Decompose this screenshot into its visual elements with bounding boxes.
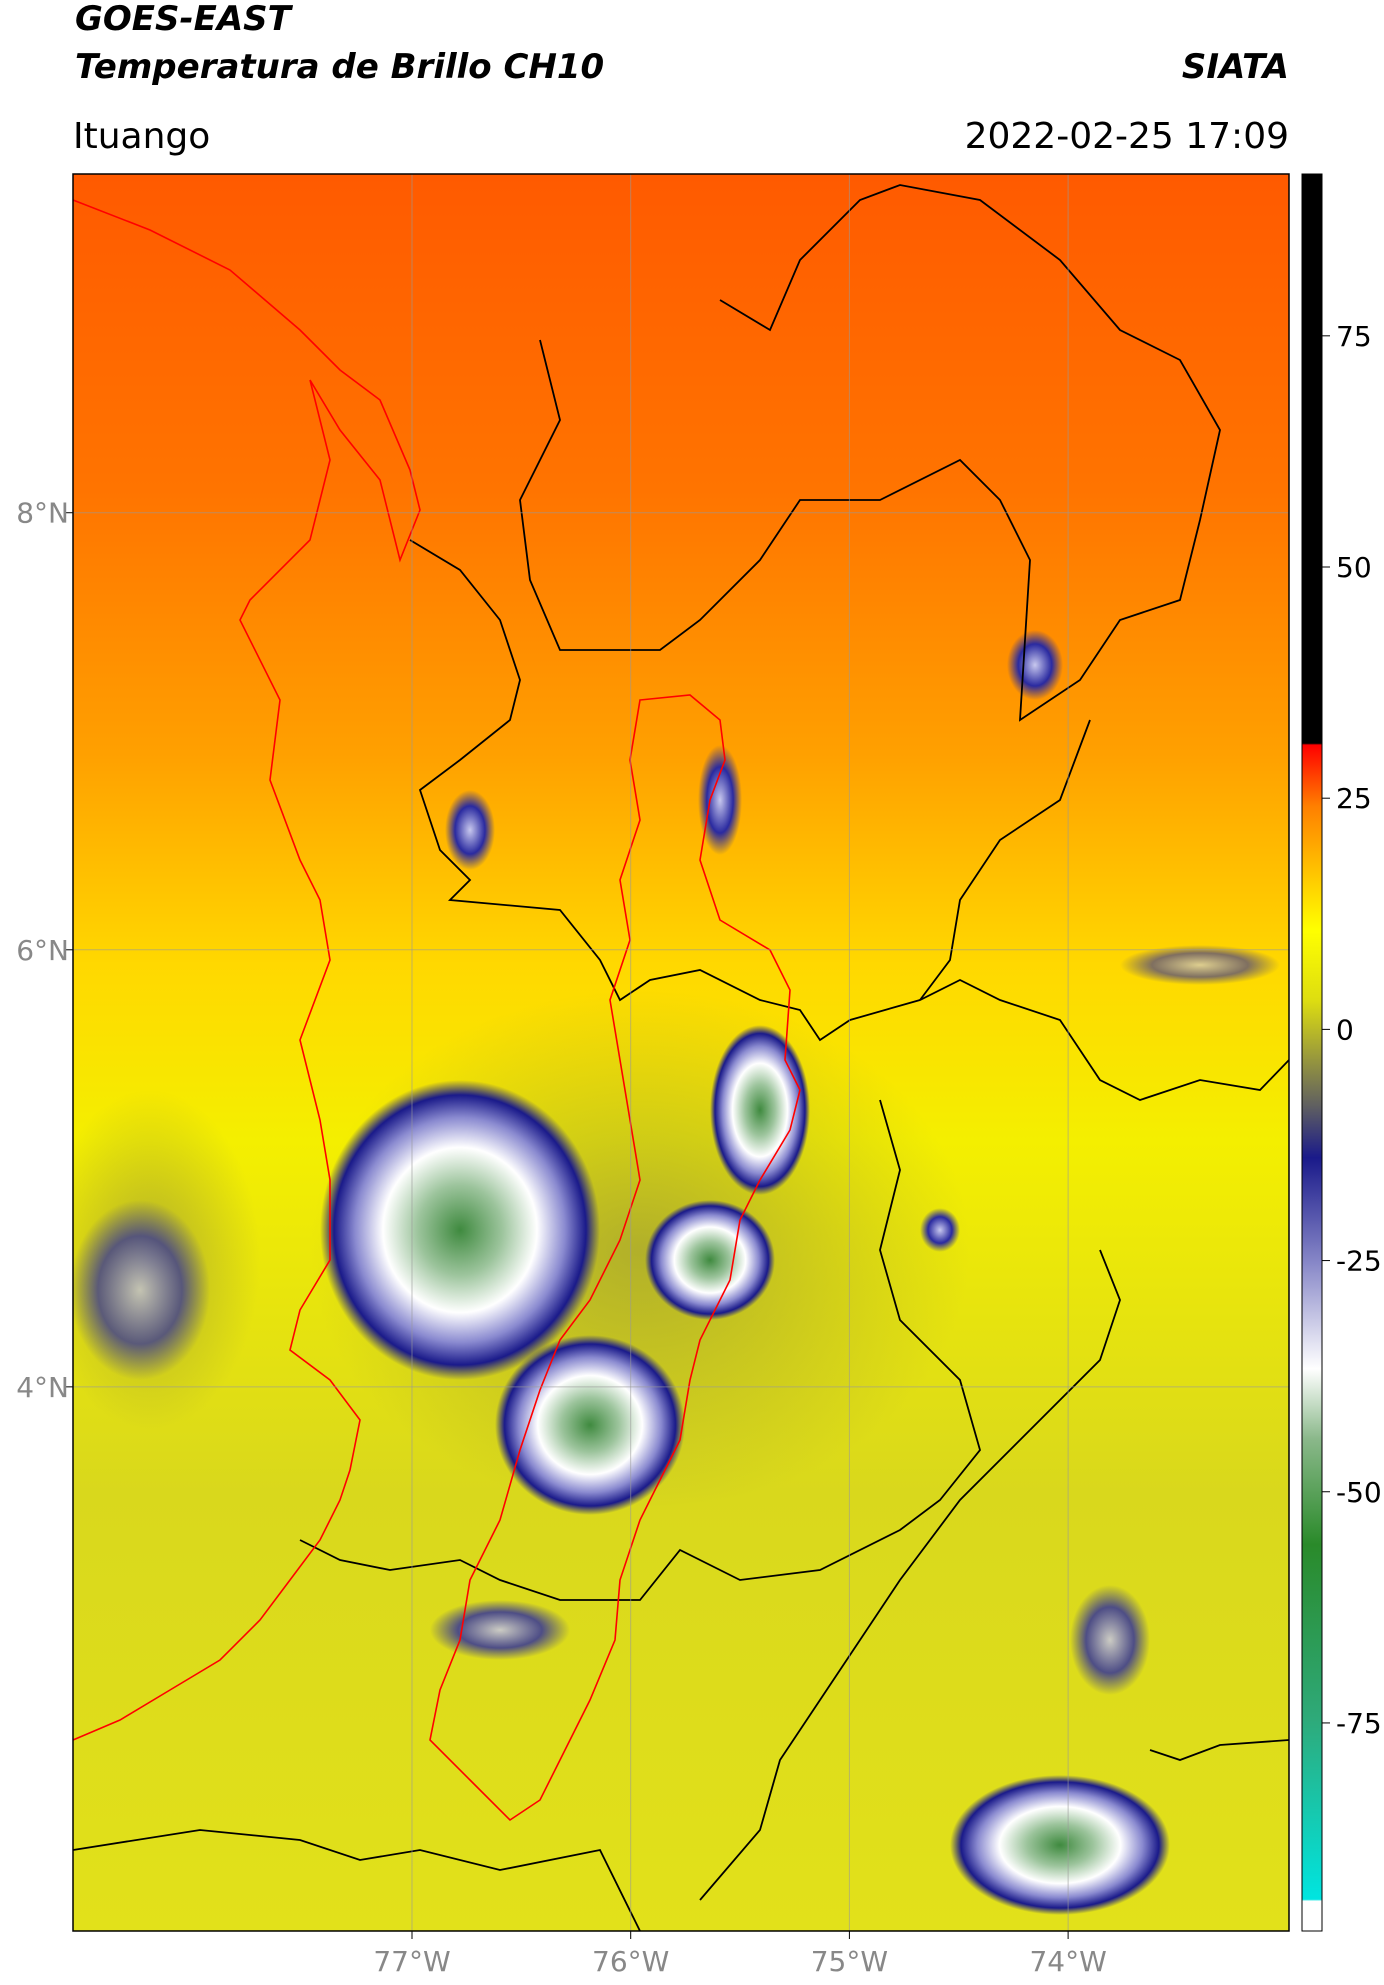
colorbar-ticks: 75 50 25 0 -25 -50 -75 xyxy=(1322,320,1382,1740)
x-tick-label: 76°W xyxy=(592,1945,669,1978)
graticule xyxy=(65,174,1289,1939)
colorbar xyxy=(1301,173,1323,1932)
colorbar-tick-label: -25 xyxy=(1336,1245,1382,1278)
storm-cell xyxy=(710,1025,810,1195)
colorbar-tick-label: 75 xyxy=(1336,320,1372,353)
subtitle: Temperatura de Brillo CH10 xyxy=(75,47,604,87)
colorbar-tick-label: -50 xyxy=(1336,1476,1382,1509)
admin-border xyxy=(73,1829,641,1931)
admin-border xyxy=(919,719,1091,1001)
region: Ituango xyxy=(73,116,210,157)
storm-cell xyxy=(320,1080,600,1380)
storm-cell xyxy=(1070,1585,1150,1695)
storm-cell xyxy=(950,1775,1170,1915)
map-frame xyxy=(72,173,1290,1932)
storm-cell xyxy=(430,1600,570,1660)
region-boundary xyxy=(429,694,801,1822)
admin-border xyxy=(519,184,1221,722)
storm-cell xyxy=(495,1335,685,1515)
x-tick-label: 75°W xyxy=(811,1945,888,1978)
storm-cell xyxy=(1007,630,1063,700)
admin-border xyxy=(299,1099,981,1601)
storm-cell xyxy=(1120,945,1280,985)
storm-cell xyxy=(73,1200,210,1380)
admin-border xyxy=(1149,1739,1289,1761)
admin-border xyxy=(699,1249,1121,1901)
admin-border xyxy=(409,539,1289,1101)
map-area xyxy=(73,174,1289,1931)
x-tick-label: 77°W xyxy=(373,1945,450,1978)
colorbar-tick-label: 0 xyxy=(1336,1013,1354,1046)
timestamp: 2022-02-25 17:09 xyxy=(965,116,1289,157)
source: SIATA xyxy=(1182,47,1289,87)
storm-cell xyxy=(645,1200,775,1320)
colorbar-tick-label: -75 xyxy=(1336,1707,1382,1740)
storm-cell xyxy=(920,1208,960,1252)
storm-cell xyxy=(445,790,495,870)
y-tick-label: 4°N xyxy=(16,1371,69,1404)
y-tick-label: 6°N xyxy=(16,934,69,967)
title: GOES-EAST xyxy=(75,0,294,39)
storm-cell xyxy=(698,745,742,855)
x-tick-label: 74°W xyxy=(1029,1945,1106,1978)
y-tick-label: 8°N xyxy=(16,497,69,530)
colorbar-tick-label: 25 xyxy=(1336,782,1372,815)
colorbar-tick-label: 50 xyxy=(1336,551,1372,584)
